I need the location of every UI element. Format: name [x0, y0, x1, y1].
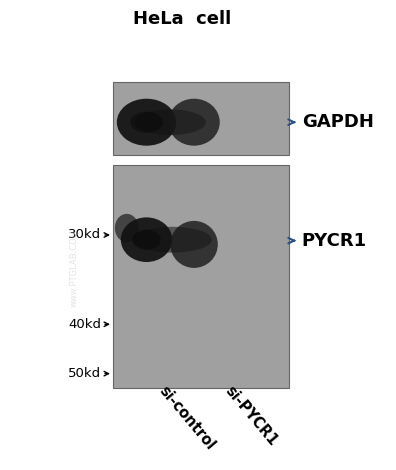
- Text: 50kd: 50kd: [68, 367, 101, 380]
- Text: GAPDH: GAPDH: [302, 113, 374, 131]
- Text: 40kd: 40kd: [68, 318, 101, 331]
- Bar: [113, 164, 289, 388]
- Text: www.PTGLAB.COM: www.PTGLAB.COM: [70, 229, 79, 307]
- Text: si-PYCR1: si-PYCR1: [222, 383, 280, 448]
- Ellipse shape: [130, 111, 163, 133]
- Ellipse shape: [115, 214, 139, 242]
- Text: HeLa  cell: HeLa cell: [133, 10, 231, 28]
- Ellipse shape: [132, 230, 161, 250]
- Ellipse shape: [117, 99, 176, 146]
- Text: 30kd: 30kd: [68, 228, 101, 242]
- Ellipse shape: [121, 217, 172, 262]
- Ellipse shape: [170, 221, 218, 268]
- Ellipse shape: [168, 99, 220, 146]
- Text: PYCR1: PYCR1: [302, 232, 367, 250]
- Ellipse shape: [135, 109, 206, 135]
- Ellipse shape: [133, 227, 212, 253]
- Bar: [113, 82, 289, 155]
- Text: si-control: si-control: [156, 383, 218, 453]
